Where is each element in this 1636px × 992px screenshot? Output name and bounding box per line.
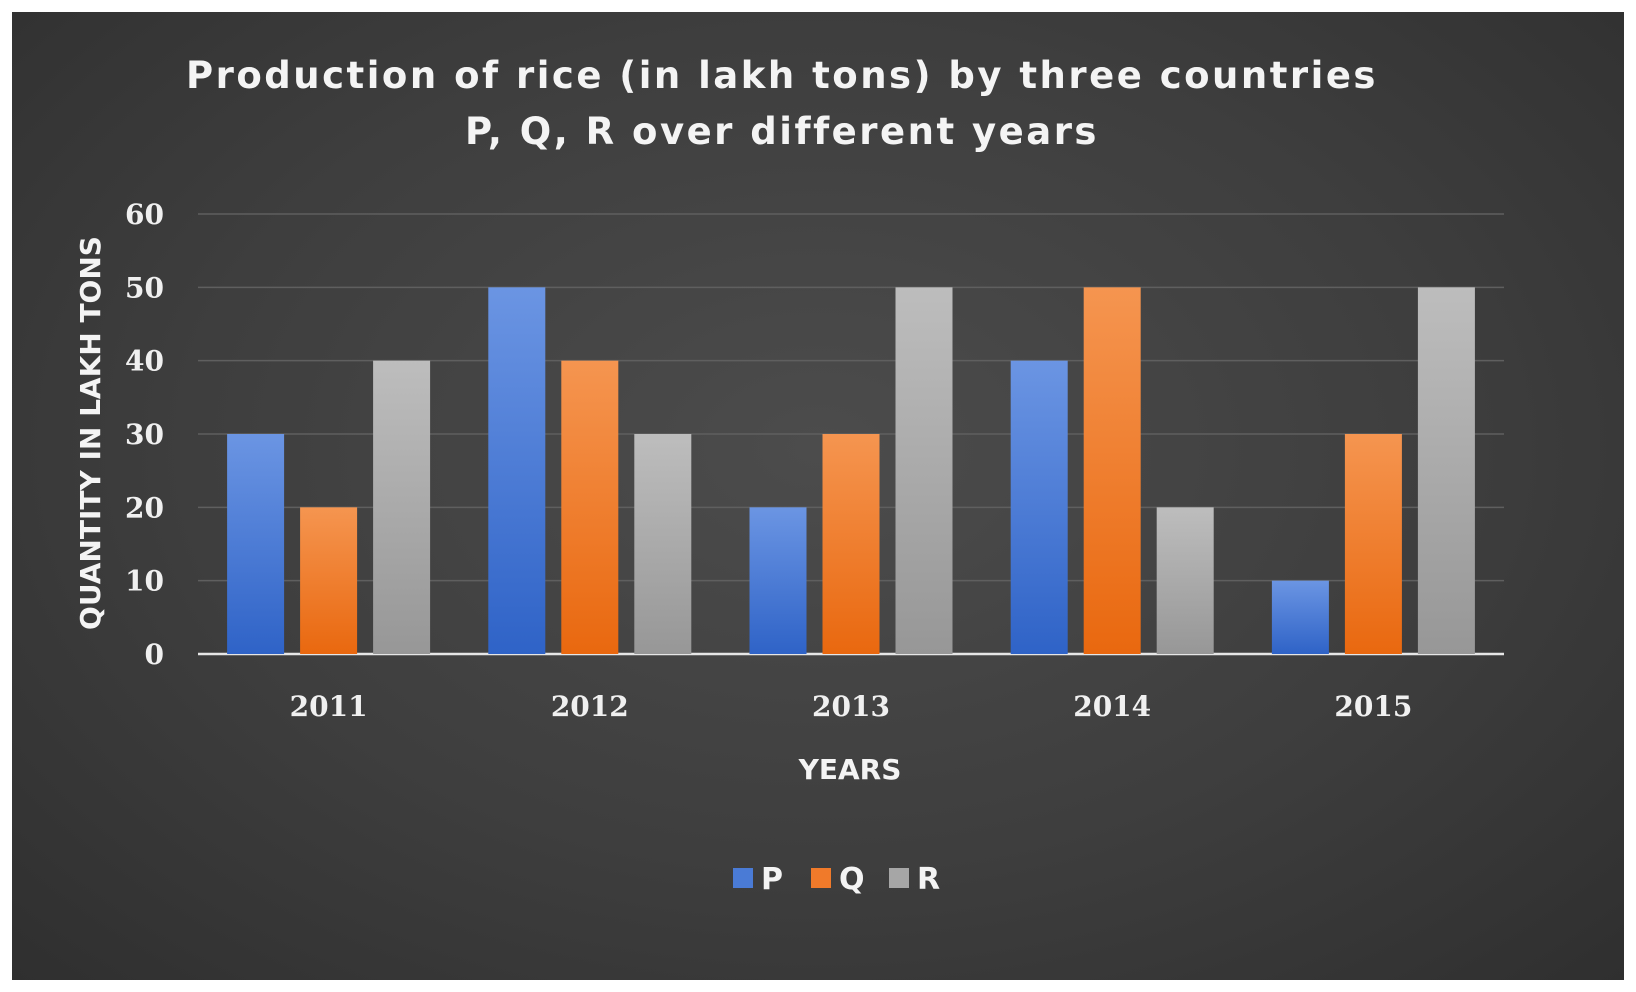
bar-p-2011	[227, 434, 285, 654]
bar-r-2015	[1417, 287, 1475, 654]
y-tick-label: 50	[125, 271, 164, 304]
bars	[227, 287, 1475, 654]
y-axis-title: QUANTITY IN LAKH TONS	[74, 236, 107, 630]
y-tick-label: 20	[125, 491, 164, 524]
x-tick-label: 2011	[290, 690, 368, 723]
legend-label-r: R	[917, 862, 940, 897]
legend: P Q R	[733, 862, 940, 897]
bar-r-2014	[1156, 507, 1214, 654]
legend-swatch-p	[733, 868, 753, 888]
x-tick-labels: 2011 2012 2013 2014 2015	[290, 690, 1413, 723]
bar-r-2011	[373, 360, 431, 654]
bar-p-2012	[488, 287, 546, 654]
legend-label-p: P	[761, 862, 783, 897]
bar-p-2015	[1271, 580, 1329, 654]
bar-chart: Production of rice (in lakh tons) by thr…	[74, 54, 1504, 897]
y-tick-label: 60	[125, 198, 164, 231]
bar-p-2013	[749, 507, 807, 654]
legend-swatch-r	[889, 868, 909, 888]
bar-r-2013	[895, 287, 953, 654]
x-tick-label: 2012	[551, 690, 629, 723]
y-tick-label: 30	[125, 418, 164, 451]
y-tick-labels: 0 10 20 30 40 50 60	[125, 198, 164, 671]
bar-q-2014	[1083, 287, 1141, 654]
y-tick-label: 10	[125, 565, 164, 598]
chart-subtitle: P, Q, R over different years	[465, 110, 1099, 153]
bar-q-2015	[1344, 434, 1402, 654]
chart-frame: Production of rice (in lakh tons) by thr…	[12, 12, 1624, 980]
x-axis-title: YEARS	[798, 753, 902, 786]
chart-title: Production of rice (in lakh tons) by thr…	[186, 54, 1378, 97]
x-tick-label: 2013	[812, 690, 890, 723]
y-tick-label: 0	[145, 638, 164, 671]
bar-q-2011	[300, 507, 358, 654]
y-tick-label: 40	[125, 345, 164, 378]
bar-q-2013	[822, 434, 880, 654]
legend-label-q: Q	[839, 862, 865, 897]
bar-q-2012	[561, 360, 619, 654]
legend-swatch-q	[811, 868, 831, 888]
bar-p-2014	[1010, 360, 1068, 654]
x-tick-label: 2014	[1073, 690, 1151, 723]
bar-r-2012	[634, 434, 692, 654]
x-tick-label: 2015	[1334, 690, 1412, 723]
